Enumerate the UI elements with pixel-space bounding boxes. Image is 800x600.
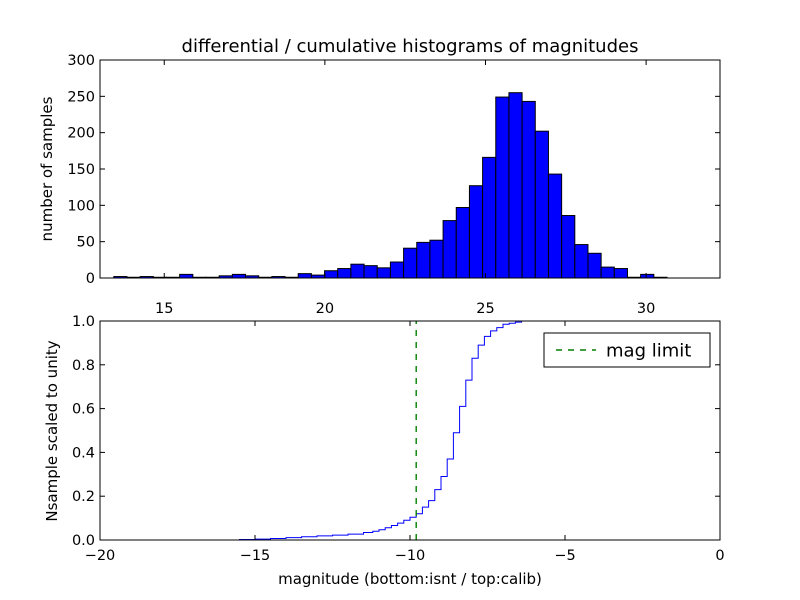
histogram-bar xyxy=(508,92,523,279)
top-y-tick-label: 50 xyxy=(77,235,95,251)
top-x-tick-label: 15 xyxy=(155,301,173,317)
histogram-bar xyxy=(547,173,563,279)
bottom-y-axis-label: Nsample scaled to unity xyxy=(43,340,61,521)
bottom-y-tick-label: 0.2 xyxy=(72,489,95,505)
histogram-bar xyxy=(376,267,391,279)
histogram-bar xyxy=(337,268,352,279)
histogram-bar xyxy=(416,241,431,279)
bottom-x-tick-label: −5 xyxy=(554,548,575,564)
bottom-y-tick-label: 0.6 xyxy=(72,402,95,418)
histogram-bar xyxy=(561,215,576,279)
top-y-tick-label: 300 xyxy=(67,53,95,69)
histogram-bar xyxy=(231,273,247,279)
histogram-bar xyxy=(482,156,497,279)
histogram-bars xyxy=(113,92,668,279)
cumulative-axis-ticks: −20 −15 −10 −5 0 0.0 0.2 0.4 0.6 0.8 1.0 xyxy=(72,314,725,564)
histogram-bar xyxy=(389,261,405,279)
legend: mag limit xyxy=(543,332,711,368)
bottom-x-tick-label: 0 xyxy=(715,548,724,564)
top-y-axis-label: number of samples xyxy=(38,96,56,241)
histogram-bar xyxy=(324,270,339,279)
chart-title: differential / cumulative histograms of … xyxy=(182,36,639,57)
cumulative-panel: Nsample scaled to unity magnitude (botto… xyxy=(43,314,725,588)
legend-label-mag-limit: mag limit xyxy=(606,341,691,362)
histogram-bar xyxy=(574,244,589,279)
top-y-tick-label: 0 xyxy=(86,271,95,287)
cumulative-lines xyxy=(100,320,720,541)
top-y-tick-label: 150 xyxy=(67,162,95,178)
histogram-bar xyxy=(442,220,457,279)
top-y-tick-label: 250 xyxy=(67,89,95,105)
top-x-tick-label: 20 xyxy=(316,301,334,317)
top-x-tick-label: 25 xyxy=(476,301,494,317)
histogram-bar xyxy=(429,239,444,279)
cumulative-plot-frame xyxy=(99,320,721,541)
histogram-panel: differential / cumulative histograms of … xyxy=(38,36,721,317)
cumulative-step-line xyxy=(100,320,720,541)
histogram-bar xyxy=(297,273,312,279)
bottom-x-tick-label: −20 xyxy=(85,548,116,564)
histogram-plot-frame xyxy=(99,59,721,279)
histogram-bar xyxy=(587,252,602,279)
histogram-bar xyxy=(455,207,470,279)
histogram-bar xyxy=(468,185,484,279)
top-y-tick-label: 200 xyxy=(67,126,95,142)
histogram-bar xyxy=(640,273,655,279)
histogram-bar xyxy=(521,100,536,279)
bottom-y-tick-label: 1.0 xyxy=(72,314,95,330)
histogram-bar xyxy=(600,266,615,279)
bottom-x-tick-label: −15 xyxy=(240,548,271,564)
top-y-tick-label: 100 xyxy=(67,198,95,214)
histogram-bar xyxy=(534,130,549,279)
bottom-y-tick-label: 0.0 xyxy=(72,533,95,549)
histogram-bar xyxy=(363,265,378,279)
histogram-bar xyxy=(613,268,628,279)
bottom-y-tick-label: 0.8 xyxy=(72,358,95,374)
bottom-x-tick-label: −10 xyxy=(395,548,426,564)
histogram-bar xyxy=(403,247,418,279)
bottom-x-axis-label: magnitude (bottom:isnt / top:calib) xyxy=(278,570,542,588)
bottom-y-tick-label: 0.4 xyxy=(72,445,95,461)
histogram-bar xyxy=(179,273,194,279)
histogram-bar xyxy=(350,263,365,279)
top-x-tick-label: 30 xyxy=(637,301,655,317)
histogram-bar xyxy=(495,96,510,279)
